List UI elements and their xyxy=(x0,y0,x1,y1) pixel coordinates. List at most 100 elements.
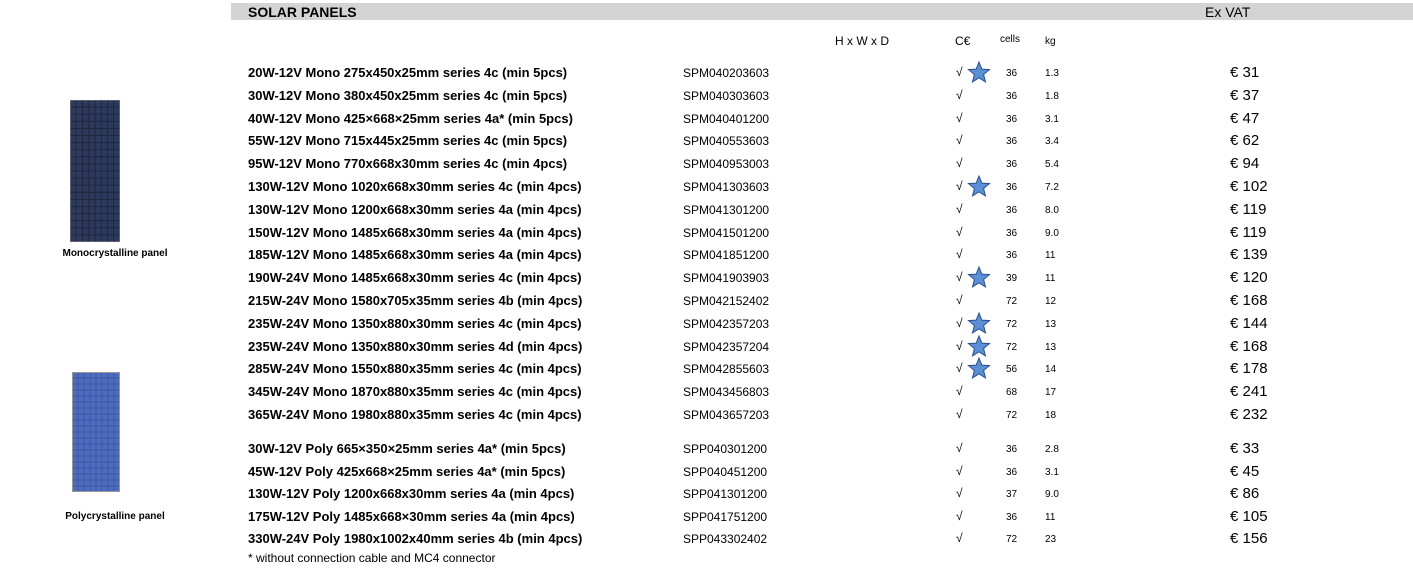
star-icon xyxy=(967,175,991,197)
price: € 241 xyxy=(1230,383,1268,401)
cells: 36 xyxy=(1006,466,1018,478)
description: 150W-12V Mono 1485x668x30mm series 4a (m… xyxy=(248,224,582,240)
product-code: SPM043657203 xyxy=(683,408,770,422)
ce-check: √ xyxy=(956,224,963,239)
ce-check: √ xyxy=(956,361,963,376)
cells: 36 xyxy=(1006,113,1018,125)
cells: 68 xyxy=(1006,387,1018,399)
product-code: SPM042357203 xyxy=(683,316,770,331)
price: € 120 xyxy=(1230,269,1268,287)
cells: 36 xyxy=(1006,136,1018,148)
ce-check: √ xyxy=(956,508,963,523)
product-code: SPM042152402 xyxy=(683,294,770,308)
description: 365W-24V Mono 1980x880x35mm series 4c (m… xyxy=(248,407,582,422)
column-header: kg xyxy=(1045,36,1056,47)
product-code: SPM040203603 xyxy=(683,66,770,80)
weight: 11 xyxy=(1045,273,1056,285)
description: 40W-12V Mono 425×668×25mm series 4a* (mi… xyxy=(248,110,573,126)
cells: 36 xyxy=(1006,182,1018,193)
star-icon xyxy=(967,266,991,289)
price: € 119 xyxy=(1230,200,1267,218)
weight: 17 xyxy=(1045,387,1057,399)
star-icon xyxy=(967,61,991,83)
cells: 36 xyxy=(1006,90,1018,102)
price: € 33 xyxy=(1230,440,1260,457)
cells: 36 xyxy=(1006,68,1018,79)
description: 235W-24V Mono 1350x880x30mm series 4c (m… xyxy=(248,315,582,331)
weight: 8.0 xyxy=(1045,204,1059,216)
ce-check: √ xyxy=(956,315,963,330)
weight: 18 xyxy=(1045,410,1057,421)
description: 330W-24V Poly 1980x1002x40mm series 4b (… xyxy=(248,531,583,546)
cells: 36 xyxy=(1006,511,1018,523)
price: € 45 xyxy=(1230,462,1260,480)
price: € 156 xyxy=(1230,530,1268,547)
price-note: Ex VAT xyxy=(1205,4,1251,20)
star-icon xyxy=(967,357,991,380)
description: 130W-12V Poly 1200x668x30mm series 4a (m… xyxy=(248,486,575,501)
cells: 37 xyxy=(1006,489,1018,500)
cells: 36 xyxy=(1006,444,1018,455)
description: 20W-12V Mono 275x450x25mm series 4c (min… xyxy=(248,65,568,80)
ce-check: √ xyxy=(956,270,963,285)
column-header: C€ xyxy=(955,34,971,48)
ce-check: √ xyxy=(956,87,963,102)
weight: 1.8 xyxy=(1045,90,1059,102)
ce-check: √ xyxy=(956,179,963,193)
ce-check: √ xyxy=(956,293,963,307)
weight: 3.4 xyxy=(1045,136,1059,148)
weight: 1.3 xyxy=(1045,68,1059,79)
ce-check: √ xyxy=(956,156,963,171)
product-code: SPM040553603 xyxy=(683,134,770,149)
weight: 7.2 xyxy=(1045,182,1059,193)
star-icon xyxy=(967,311,991,334)
price: € 105 xyxy=(1230,507,1268,525)
weight: 3.1 xyxy=(1045,113,1059,125)
product-code: SPP040451200 xyxy=(683,464,768,479)
price: € 168 xyxy=(1230,337,1268,355)
title: SOLAR PANELS xyxy=(248,4,357,20)
product-code: SPM042855603 xyxy=(683,362,770,377)
product-code: SPP041301200 xyxy=(683,487,768,501)
price: € 119 xyxy=(1230,223,1267,241)
column-header: H x W x D xyxy=(835,34,889,48)
poly-panel-image xyxy=(72,372,120,492)
ce-check: √ xyxy=(956,133,963,148)
ce-check: √ xyxy=(956,463,963,478)
star-icon xyxy=(967,334,991,357)
product-code: SPM040953003 xyxy=(683,157,770,172)
ce-check: √ xyxy=(956,338,963,353)
product-code: SPM040303603 xyxy=(683,88,770,103)
product-code: SPM041903903 xyxy=(683,271,770,286)
description: 130W-12V Mono 1200x668x30mm series 4a (m… xyxy=(248,201,582,217)
header-bar xyxy=(231,3,1413,20)
price: € 31 xyxy=(1230,64,1260,81)
product-code: SPP043302402 xyxy=(683,532,768,546)
price: € 102 xyxy=(1230,178,1268,195)
cells: 72 xyxy=(1006,534,1018,545)
product-code: SPM042357204 xyxy=(683,339,770,354)
price: € 178 xyxy=(1230,360,1268,378)
ce-check: √ xyxy=(956,384,963,399)
ce-check: √ xyxy=(956,531,963,545)
price: € 144 xyxy=(1230,314,1268,332)
cells: 39 xyxy=(1006,273,1018,285)
description: 190W-24V Mono 1485x668x30mm series 4c (m… xyxy=(248,270,582,286)
product-code: SPM041303603 xyxy=(683,180,770,194)
weight: 13 xyxy=(1045,318,1057,330)
column-header: cells xyxy=(1000,34,1021,45)
product-code: SPM040401200 xyxy=(683,111,770,126)
section-label: Monocrystalline panel xyxy=(62,248,168,259)
price: € 37 xyxy=(1230,86,1260,104)
weight: 11 xyxy=(1045,250,1056,262)
product-code: SPM041501200 xyxy=(683,225,770,240)
footnote: * without connection cable and MC4 conne… xyxy=(248,551,496,565)
price: € 47 xyxy=(1230,109,1260,127)
section-label: Polycrystalline panel xyxy=(65,511,165,522)
cells: 72 xyxy=(1006,341,1018,353)
cells: 36 xyxy=(1006,250,1018,262)
mono-panel-image xyxy=(70,100,120,242)
description: 175W-12V Poly 1485x668×30mm series 4a (m… xyxy=(248,508,575,524)
ce-check: √ xyxy=(956,247,963,262)
